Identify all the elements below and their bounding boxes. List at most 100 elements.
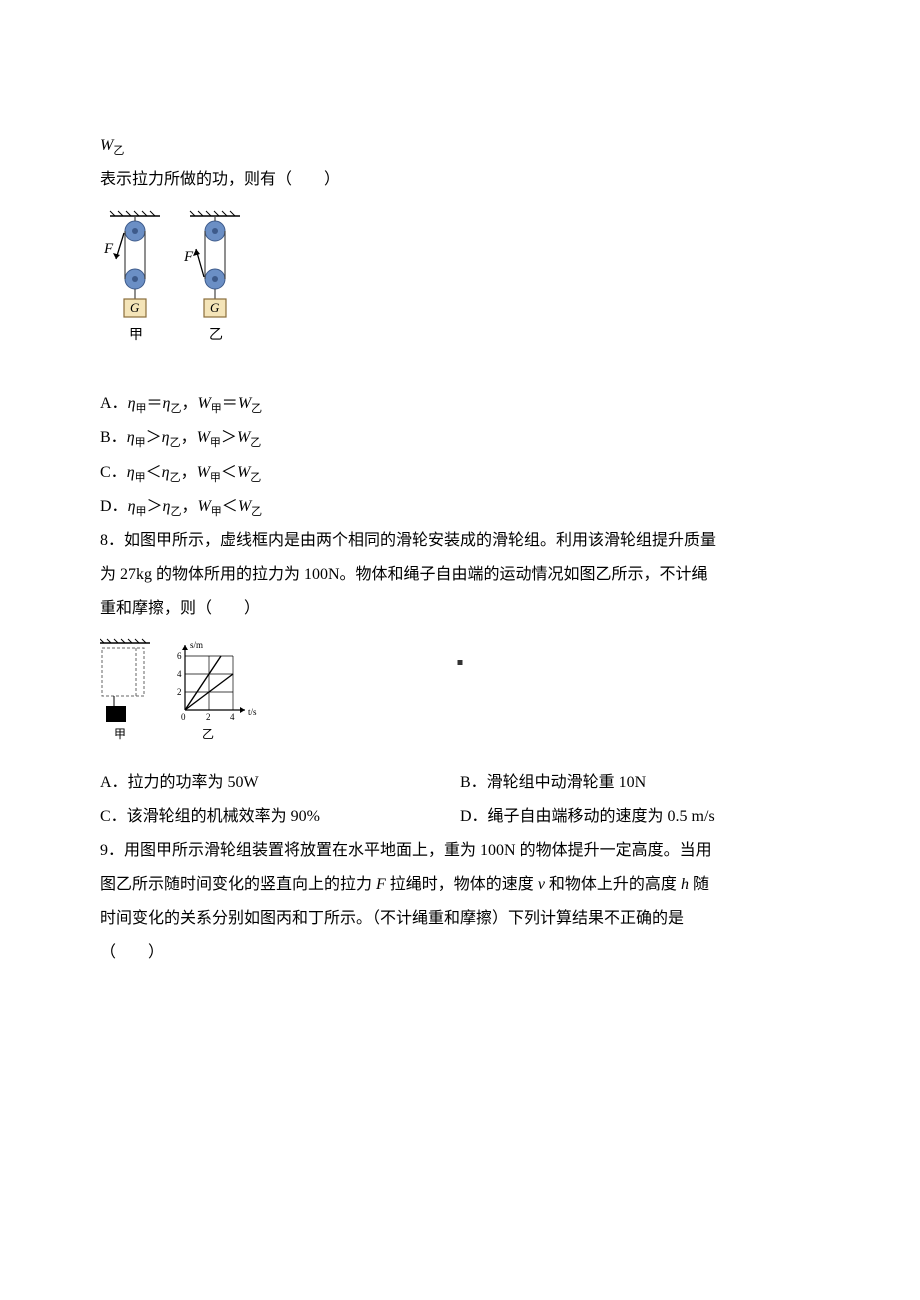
q9-stem-2c: 和物体上升的高度 [545, 876, 681, 893]
w: W [197, 464, 210, 481]
w-symbol: W [100, 137, 113, 154]
q7-stem-text: 表示拉力所做的功，则有（ [100, 171, 292, 188]
q8-option-c: C．该滑轮组的机械效率为 90% [100, 801, 460, 833]
figure-8-graph: 甲 s/m t/s 2 4 6 0 2 4 乙 [100, 635, 820, 757]
w: W [197, 395, 210, 412]
svg-text:乙: 乙 [202, 727, 214, 741]
sub: 乙 [170, 506, 181, 518]
q9-stem-1: 用图甲所示滑轮组装置将放置在水平地面上，重为 100N 的物体提升一定高度。当用 [124, 842, 712, 859]
opt-c-prefix: C． [100, 464, 127, 481]
sub: 乙 [170, 403, 181, 415]
svg-text:6: 6 [177, 651, 182, 661]
q8-options-row2: C．该滑轮组的机械效率为 90% D．绳子自由端移动的速度为 0.5 m/s [100, 801, 820, 833]
q8-stem-line1: 8．如图甲所示，虚线框内是由两个相同的滑轮安装成的滑轮组。利用该滑轮组提升质量 [100, 525, 820, 557]
q7-option-a: A．η甲＝η乙，W甲＝W乙 [100, 388, 820, 420]
q8-option-d: D．绳子自由端移动的速度为 0.5 m/s [460, 801, 820, 833]
q9-number: 9． [100, 842, 124, 859]
comma: ， [181, 429, 197, 446]
svg-text:2: 2 [177, 687, 182, 697]
q8-number: 8． [100, 532, 124, 549]
sub: 甲 [210, 472, 221, 484]
q8-stem-3: 重和摩擦，则（ [100, 600, 212, 617]
sub: 乙 [251, 403, 262, 415]
svg-text:G: G [130, 300, 140, 315]
sub: 甲 [136, 506, 147, 518]
q8-diagram-svg: 甲 s/m t/s 2 4 6 0 2 4 乙 [100, 635, 270, 745]
q7-stem-end: ） [324, 171, 340, 188]
comma: ， [181, 464, 197, 481]
w: W [238, 395, 251, 412]
q9-stem-line2: 图乙所示随时间变化的竖直向上的拉力 F 拉绳时，物体的速度 v 和物体上升的高度… [100, 869, 820, 901]
opt-a-prefix: A． [100, 395, 128, 412]
svg-text:F: F [103, 241, 114, 257]
eta: η [162, 429, 170, 446]
q8-stem-line3: 重和摩擦，则（） [100, 593, 820, 625]
w: W [237, 464, 250, 481]
q9-stem-2b: 拉绳时，物体的速度 [386, 876, 538, 893]
svg-text:乙: 乙 [209, 327, 223, 343]
sub: 乙 [251, 506, 262, 518]
q8-options-row1: A．拉力的功率为 50W B．滑轮组中动滑轮重 10N [100, 767, 820, 799]
sub: 乙 [170, 438, 181, 450]
q7-option-c: C．η甲＜η乙，W甲＜W乙 [100, 457, 820, 489]
q9-stem-4: （ [100, 944, 116, 961]
q9-stem-end: ） [148, 944, 164, 961]
sub: 甲 [211, 403, 222, 415]
q7-stem-line: 表示拉力所做的功，则有（ ） [100, 164, 820, 196]
svg-text:s/m: s/m [190, 640, 203, 650]
svg-text:0: 0 [181, 712, 186, 722]
eta: η [128, 395, 136, 412]
comma: ， [181, 498, 197, 515]
sub: 甲 [136, 403, 147, 415]
rel: ＜ [146, 464, 162, 481]
q9-stem-2d: 随 [689, 876, 709, 893]
rel: ＝ [222, 395, 238, 412]
rel: ＞ [146, 429, 162, 446]
svg-text:t/s: t/s [248, 707, 257, 717]
svg-text:2: 2 [206, 712, 211, 722]
opt-b-prefix: B． [100, 429, 127, 446]
yi-sub: 乙 [113, 145, 124, 157]
svg-text:G: G [210, 300, 220, 315]
rel: ＜ [222, 498, 238, 515]
q9-stem-line4: （） [100, 937, 820, 969]
q7-w-yi: W乙 [100, 130, 820, 162]
svg-text:4: 4 [177, 669, 182, 679]
q7-option-d: D．η甲＞η乙，W甲＜W乙 [100, 491, 820, 523]
svg-text:4: 4 [230, 712, 235, 722]
q8-option-a: A．拉力的功率为 50W [100, 767, 460, 799]
q8-stem-1: 如图甲所示，虚线框内是由两个相同的滑轮安装成的滑轮组。利用该滑轮组提升质量 [124, 532, 716, 549]
eta: η [128, 498, 136, 515]
w: W [237, 429, 250, 446]
sub: 甲 [135, 472, 146, 484]
sub: 甲 [210, 438, 221, 450]
sub: 甲 [135, 438, 146, 450]
q8-stem-line2: 为 27kg 的物体所用的拉力为 100N。物体和绳子自由端的运动情况如图乙所示… [100, 559, 820, 591]
figure-7-pulleys: F G 甲 F G 乙 [100, 206, 820, 378]
sub: 乙 [250, 438, 261, 450]
center-marker-icon [458, 660, 463, 665]
rel: ＝ [147, 395, 163, 412]
var-f: F [376, 876, 386, 893]
rel: ＜ [221, 464, 237, 481]
rel: ＞ [221, 429, 237, 446]
sub: 乙 [170, 472, 181, 484]
var-v: v [538, 876, 545, 893]
rel: ＞ [147, 498, 163, 515]
svg-text:F: F [183, 249, 194, 265]
eta: η [162, 464, 170, 481]
eta: η [127, 464, 135, 481]
q8-option-b: B．滑轮组中动滑轮重 10N [460, 767, 820, 799]
q9-stem-2a: 图乙所示随时间变化的竖直向上的拉力 [100, 876, 376, 893]
w: W [197, 498, 210, 515]
pulley-diagram-svg: F G 甲 F G 乙 [100, 206, 260, 366]
opt-d-prefix: D． [100, 498, 128, 515]
eta: η [127, 429, 135, 446]
svg-text:甲: 甲 [129, 328, 143, 343]
q7-option-b: B．η甲＞η乙，W甲＞W乙 [100, 422, 820, 454]
w: W [238, 498, 251, 515]
sub: 甲 [211, 506, 222, 518]
q9-stem-line3: 时间变化的关系分别如图丙和丁所示。（不计绳重和摩擦）下列计算结果不正确的是 [100, 903, 820, 935]
w: W [197, 429, 210, 446]
svg-text:甲: 甲 [114, 727, 126, 741]
